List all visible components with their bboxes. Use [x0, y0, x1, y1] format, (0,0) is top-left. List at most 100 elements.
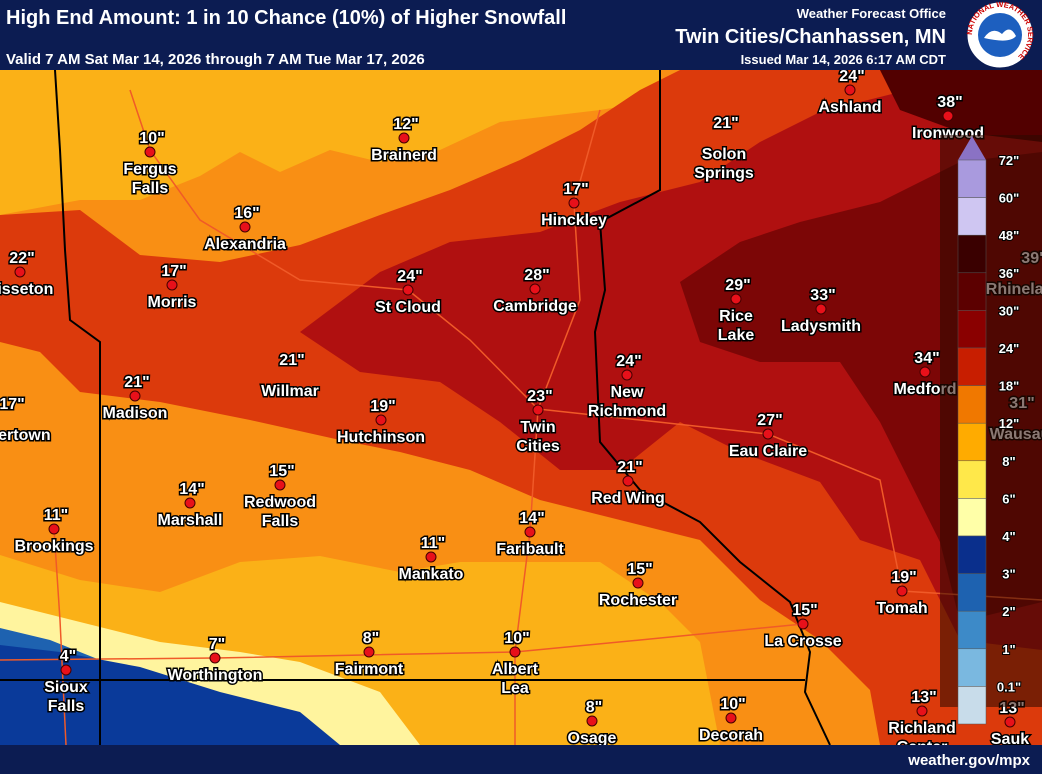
snow-amount: 10"	[720, 696, 745, 713]
snow-amount: 11"	[44, 507, 69, 524]
snow-amount: 22"	[9, 250, 34, 267]
city-dot	[942, 110, 954, 122]
snow-amount: 7"	[209, 636, 225, 653]
snow-amount: 33"	[810, 287, 835, 304]
legend-swatch	[957, 498, 987, 537]
city-dot	[184, 497, 196, 509]
legend-label: 4"	[1002, 529, 1015, 544]
road	[537, 408, 1042, 601]
city-dot	[844, 84, 856, 96]
city-name: Watertown	[0, 427, 51, 444]
title: High End Amount: 1 in 10 Chance (10%) of…	[6, 7, 566, 29]
snow-amount: 34"	[914, 350, 939, 367]
city-dot	[48, 523, 60, 535]
city-dot	[1004, 716, 1016, 728]
city-name: Faribault	[496, 541, 564, 558]
city-dot	[621, 369, 633, 381]
snow-amount: 17"	[563, 181, 588, 198]
city-name: Brainerd	[371, 147, 437, 164]
issued: Issued Mar 14, 2026 6:17 AM CDT	[741, 52, 946, 67]
city-name: Richmond	[588, 403, 666, 420]
legend-swatch	[957, 535, 987, 574]
city-dot	[919, 366, 931, 378]
legend-swatch	[957, 347, 987, 386]
borders	[0, 69, 831, 746]
city-name: Sisseton	[0, 281, 53, 298]
state-border	[54, 69, 101, 745]
snow-amount: 14"	[179, 481, 204, 498]
legend-swatch	[957, 159, 987, 198]
city-name: Richland	[888, 720, 956, 737]
band-36-48	[880, 70, 1042, 142]
city-dot	[524, 526, 536, 538]
snow-amount: 21"	[617, 459, 642, 476]
legend-label: 24"	[999, 341, 1020, 356]
city-name: Marshall	[158, 512, 223, 529]
legend-swatch	[957, 234, 987, 274]
city-name: Eau Claire	[729, 443, 807, 460]
road	[537, 109, 601, 410]
city-dot	[14, 266, 26, 278]
snow-amount: 12"	[393, 116, 418, 133]
city-dot	[375, 414, 387, 426]
snow-amount: 8"	[363, 630, 379, 647]
city-name: Red Wing	[591, 490, 665, 507]
city-dot	[129, 390, 141, 402]
city-name: Solon	[702, 146, 746, 163]
snow-amount: 15"	[792, 602, 817, 619]
city-name: Madison	[103, 405, 168, 422]
city-dot	[363, 646, 375, 658]
legend-swatch	[957, 197, 987, 236]
city-name: Sioux	[44, 679, 88, 696]
city-name: Cities	[516, 438, 560, 455]
snow-amount: 14"	[519, 510, 544, 527]
city-name: Lea	[501, 680, 529, 697]
city-name: La Crosse	[764, 633, 841, 650]
snow-amount: 10"	[504, 630, 529, 647]
legend-label: 30"	[999, 303, 1020, 318]
legend-label: 0.1"	[997, 679, 1021, 694]
legend-label: 3"	[1002, 567, 1015, 582]
city-dot	[209, 652, 221, 664]
city-name: Decorah	[699, 727, 763, 744]
office: Weather Forecast Office	[797, 6, 946, 21]
city-name: Osage	[568, 730, 617, 747]
city-dot	[509, 646, 521, 658]
city-name: Fairmont	[335, 661, 404, 678]
road	[514, 408, 539, 745]
legend-swatch	[957, 610, 987, 650]
snow-amount: 27"	[757, 412, 782, 429]
city-dot	[797, 618, 809, 630]
city-dot	[730, 293, 742, 305]
office-name: Twin Cities/Chanhassen, MN	[675, 26, 946, 48]
snow-amount: 24"	[397, 268, 422, 285]
footer-bar	[0, 745, 1042, 774]
legend-label: 6"	[1002, 491, 1015, 506]
legend-label: 12"	[999, 416, 1020, 431]
city-name: Twin	[520, 419, 555, 436]
city-name: Sauk	[991, 731, 1029, 748]
legend-label: 60"	[999, 191, 1020, 206]
city-dot	[398, 132, 410, 144]
city-dot	[815, 303, 827, 315]
snow-amount: 29"	[725, 277, 750, 294]
city-name: Hutchinson	[337, 429, 425, 446]
city-name: Ladysmith	[781, 318, 861, 335]
city-name: Albert	[492, 661, 539, 678]
snow-amount: 21"	[279, 352, 304, 369]
footer-url: weather.gov/mpx	[907, 752, 1030, 769]
snow-amount: 16"	[234, 205, 259, 222]
city-dot	[166, 279, 178, 291]
city-dot	[632, 577, 644, 589]
city-name: Morris	[148, 294, 197, 311]
state-border	[593, 70, 831, 746]
nws-logo: NATIONAL WEATHER SERVICE	[965, 0, 1035, 69]
city-name: Hinckley	[541, 212, 607, 229]
legend-label: 18"	[999, 379, 1020, 394]
valid-period: Valid 7 AM Sat Mar 14, 2026 through 7 AM…	[6, 51, 425, 68]
city-dot	[568, 197, 580, 209]
city-name: Redwood	[244, 494, 316, 511]
city-name: New	[611, 384, 644, 401]
